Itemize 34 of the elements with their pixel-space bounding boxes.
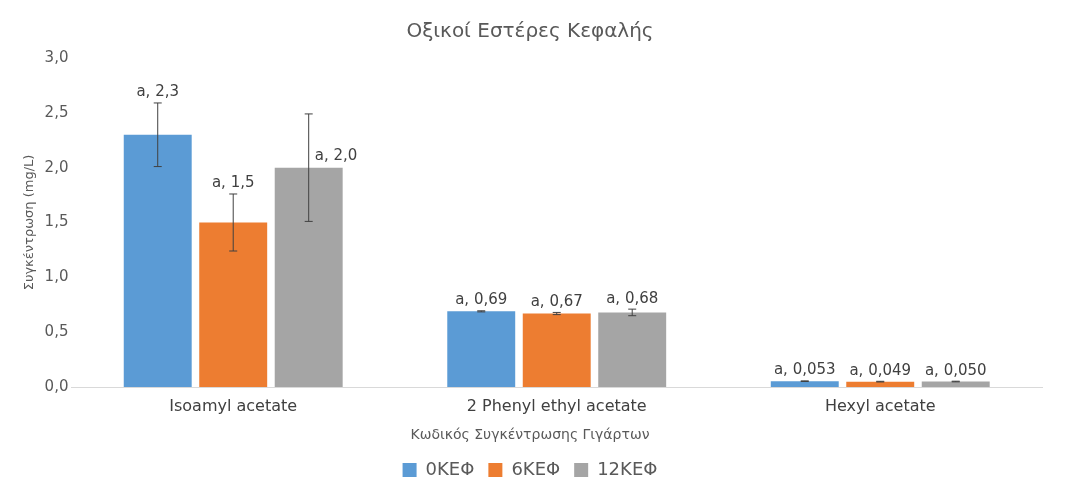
legend-label: 12ΚΕΦ bbox=[597, 457, 658, 479]
bar bbox=[921, 381, 990, 387]
y-tick-label: 2,0 bbox=[44, 157, 69, 176]
data-label: a, 2,3 bbox=[136, 82, 180, 101]
bar bbox=[770, 381, 839, 387]
data-label: a, 0,68 bbox=[606, 288, 659, 307]
bar bbox=[447, 311, 516, 387]
x-tick-label: Isoamyl acetate bbox=[169, 395, 298, 415]
data-label: a, 0,049 bbox=[849, 360, 912, 379]
bar bbox=[199, 222, 268, 387]
legend-title: Κωδικός Συγκέντρωσης Γιγάρτων bbox=[410, 425, 650, 442]
y-tick-label: 0,0 bbox=[44, 376, 69, 395]
x-tick-label: Hexyl acetate bbox=[824, 395, 936, 415]
y-tick-label: 0,5 bbox=[44, 322, 69, 341]
y-tick-label: 2,5 bbox=[44, 102, 69, 121]
data-label: a, 0,050 bbox=[924, 360, 987, 379]
y-tick-label: 1,0 bbox=[44, 267, 69, 286]
legend-label: 0ΚΕΦ bbox=[425, 457, 475, 479]
y-axis-title: Συγκέντρωση (mg/L) bbox=[21, 154, 37, 291]
data-label: a, 0,69 bbox=[455, 290, 508, 309]
legend-label: 6ΚΕΦ bbox=[511, 457, 561, 479]
bar bbox=[274, 167, 343, 387]
bar bbox=[522, 313, 591, 387]
y-tick-label: 3,0 bbox=[44, 47, 69, 66]
data-label: a, 1,5 bbox=[211, 173, 255, 192]
data-label: a, 0,053 bbox=[773, 360, 836, 379]
x-tick-label: 2 Phenyl ethyl acetate bbox=[466, 395, 647, 415]
y-tick-label: 1,5 bbox=[44, 212, 69, 231]
data-label: a, 0,67 bbox=[530, 291, 583, 310]
data-label: a, 2,0 bbox=[314, 146, 358, 165]
bar bbox=[123, 134, 192, 387]
chart-title: Οξικοί Εστέρες Κεφαλής bbox=[406, 18, 654, 43]
bar bbox=[846, 381, 915, 387]
bar bbox=[598, 312, 667, 387]
